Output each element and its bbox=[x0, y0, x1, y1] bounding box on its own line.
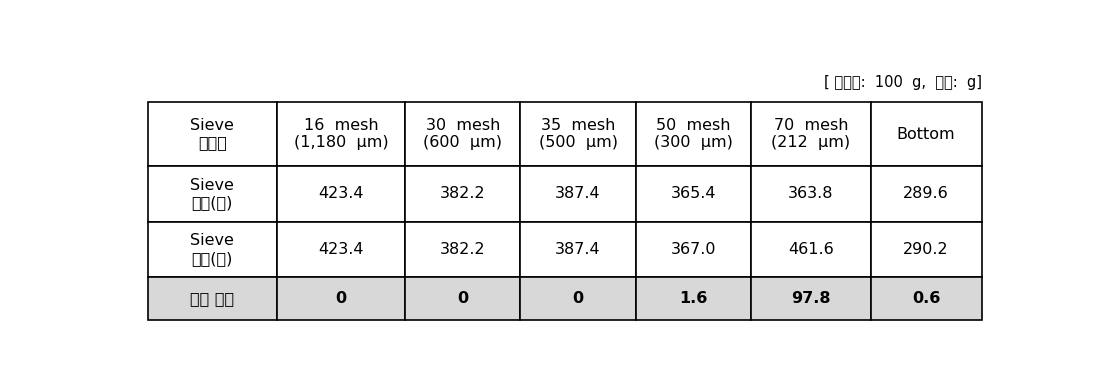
Text: 423.4: 423.4 bbox=[318, 242, 364, 257]
Text: 382.2: 382.2 bbox=[440, 186, 486, 201]
Bar bbox=[406, 102, 520, 166]
Bar bbox=[750, 277, 871, 320]
Bar bbox=[871, 166, 982, 222]
Bar bbox=[520, 277, 636, 320]
Bar bbox=[636, 102, 750, 166]
Bar bbox=[406, 222, 520, 277]
Text: 363.8: 363.8 bbox=[788, 186, 833, 201]
Bar bbox=[148, 222, 277, 277]
Bar bbox=[406, 277, 520, 320]
Bar bbox=[636, 222, 750, 277]
Text: 0.6: 0.6 bbox=[912, 291, 940, 306]
Bar bbox=[871, 222, 982, 277]
Bar bbox=[406, 166, 520, 222]
Bar bbox=[871, 166, 982, 222]
Bar bbox=[871, 277, 982, 320]
Bar bbox=[750, 166, 871, 222]
Text: [ 샘플양:  100  g,  단위:  g]: [ 샘플양: 100 g, 단위: g] bbox=[823, 76, 982, 90]
Bar bbox=[148, 277, 277, 320]
Bar bbox=[148, 102, 277, 166]
Bar bbox=[520, 277, 636, 320]
Text: 0: 0 bbox=[573, 291, 584, 306]
Bar bbox=[277, 277, 406, 320]
Text: 367.0: 367.0 bbox=[671, 242, 716, 257]
Bar bbox=[406, 277, 520, 320]
Bar bbox=[636, 222, 750, 277]
Bar bbox=[520, 222, 636, 277]
Text: 289.6: 289.6 bbox=[904, 186, 949, 201]
Text: 0: 0 bbox=[335, 291, 346, 306]
Bar bbox=[277, 222, 406, 277]
Text: 50  mesh
(300  μm): 50 mesh (300 μm) bbox=[653, 118, 733, 150]
Bar bbox=[277, 277, 406, 320]
Bar bbox=[148, 166, 277, 222]
Bar bbox=[636, 166, 750, 222]
Bar bbox=[406, 166, 520, 222]
Text: 387.4: 387.4 bbox=[555, 242, 601, 257]
Bar bbox=[148, 277, 277, 320]
Bar bbox=[636, 102, 750, 166]
Bar bbox=[277, 222, 406, 277]
Text: 97.8: 97.8 bbox=[791, 291, 831, 306]
Bar bbox=[277, 166, 406, 222]
Bar bbox=[520, 102, 636, 166]
Text: 0: 0 bbox=[457, 291, 468, 306]
Bar bbox=[636, 277, 750, 320]
Bar bbox=[406, 102, 520, 166]
Bar bbox=[277, 166, 406, 222]
Bar bbox=[520, 222, 636, 277]
Text: Sieve
무게(후): Sieve 무게(후) bbox=[191, 233, 235, 266]
Bar bbox=[636, 166, 750, 222]
Text: Sieve
무게(전): Sieve 무게(전) bbox=[191, 178, 235, 210]
Bar bbox=[750, 222, 871, 277]
Text: 30  mesh
(600  μm): 30 mesh (600 μm) bbox=[423, 118, 503, 150]
Text: 461.6: 461.6 bbox=[788, 242, 834, 257]
Bar bbox=[148, 166, 277, 222]
Bar bbox=[750, 102, 871, 166]
Bar bbox=[750, 222, 871, 277]
Text: 365.4: 365.4 bbox=[671, 186, 716, 201]
Bar bbox=[750, 277, 871, 320]
Text: 290.2: 290.2 bbox=[904, 242, 949, 257]
Text: Sieve
사이즈: Sieve 사이즈 bbox=[191, 118, 235, 150]
Text: Bottom: Bottom bbox=[897, 126, 955, 141]
Text: 423.4: 423.4 bbox=[318, 186, 364, 201]
Bar bbox=[871, 102, 982, 166]
Bar bbox=[750, 102, 871, 166]
Bar bbox=[871, 277, 982, 320]
Bar bbox=[277, 102, 406, 166]
Text: 35  mesh
(500  μm): 35 mesh (500 μm) bbox=[539, 118, 617, 150]
Bar bbox=[636, 277, 750, 320]
Text: 제품 무게: 제품 무게 bbox=[191, 291, 235, 306]
Text: 387.4: 387.4 bbox=[555, 186, 601, 201]
Bar bbox=[148, 222, 277, 277]
Bar bbox=[520, 166, 636, 222]
Text: 1.6: 1.6 bbox=[679, 291, 707, 306]
Bar bbox=[277, 102, 406, 166]
Bar bbox=[520, 102, 636, 166]
Bar bbox=[750, 166, 871, 222]
Text: 70  mesh
(212  μm): 70 mesh (212 μm) bbox=[771, 118, 851, 150]
Bar bbox=[871, 102, 982, 166]
Bar bbox=[520, 166, 636, 222]
Bar bbox=[148, 102, 277, 166]
Bar bbox=[871, 222, 982, 277]
Text: 382.2: 382.2 bbox=[440, 242, 486, 257]
Bar bbox=[406, 222, 520, 277]
Text: 16  mesh
(1,180  μm): 16 mesh (1,180 μm) bbox=[293, 118, 388, 150]
